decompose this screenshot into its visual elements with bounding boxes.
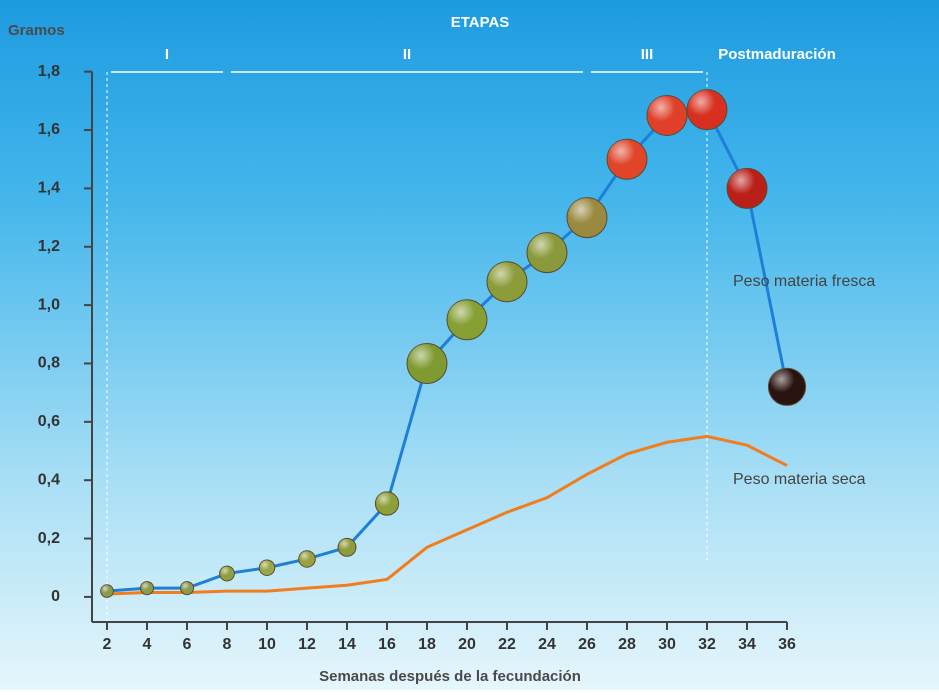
x-tick-label: 28 <box>618 636 636 653</box>
stage-label: II <box>403 46 411 63</box>
y-tick-label: 0,8 <box>38 355 60 372</box>
y-tick-label: 0,4 <box>38 471 60 488</box>
fruit-shine <box>447 300 487 340</box>
x-tick-label: 4 <box>143 636 152 653</box>
x-tick-label: 20 <box>458 636 476 653</box>
x-tick-label: 36 <box>778 636 796 653</box>
y-tick-label: 1,2 <box>38 238 60 255</box>
x-tick-label: 2 <box>103 636 112 653</box>
x-tick-label: 18 <box>418 636 436 653</box>
fruit-shine <box>607 139 647 179</box>
fruit-shine <box>338 538 356 556</box>
fruit-shine <box>407 343 447 383</box>
x-tick-label: 26 <box>578 636 596 653</box>
series-label: Peso materia seca <box>733 471 866 488</box>
fruit-shine <box>527 233 567 273</box>
y-tick-label: 0,2 <box>38 530 60 547</box>
chart: Gramos ETAPAS Semanas después de la fecu… <box>0 0 939 690</box>
stage-label: I <box>165 46 169 63</box>
x-tick-label: 34 <box>738 636 756 653</box>
page: Gramos ETAPAS Semanas después de la fecu… <box>0 0 939 690</box>
fruit-shine <box>567 198 607 238</box>
x-tick-label: 14 <box>338 636 356 653</box>
fruit-shine <box>220 566 235 581</box>
y-tick-label: 0 <box>51 588 60 605</box>
stage-label: III <box>641 46 654 63</box>
stage-label: Postmaduración <box>718 46 836 63</box>
x-tick-label: 32 <box>698 636 716 653</box>
x-tick-label: 30 <box>658 636 676 653</box>
x-tick-label: 16 <box>378 636 396 653</box>
y-tick-label: 1,6 <box>38 121 60 138</box>
y-tick-label: 1,0 <box>38 296 60 313</box>
y-tick-label: 0,6 <box>38 413 60 430</box>
fruit-shine <box>768 368 805 405</box>
y-tick-label: 1,8 <box>38 63 60 80</box>
x-axis-label: Semanas después de la fecundación <box>319 668 581 685</box>
x-tick-label: 12 <box>298 636 316 653</box>
chart-title: ETAPAS <box>451 14 510 31</box>
fruit-shine <box>140 582 153 595</box>
fruit-shine <box>299 551 316 568</box>
y-axis-label: Gramos <box>8 22 65 39</box>
fruit-shine <box>375 492 398 515</box>
y-tick-label: 1,4 <box>38 180 60 197</box>
fruit-shine <box>180 582 193 595</box>
fruit-shine <box>101 585 114 598</box>
series-label: Peso materia fresca <box>733 273 875 290</box>
x-tick-label: 8 <box>223 636 232 653</box>
x-tick-label: 6 <box>183 636 192 653</box>
x-tick-label: 10 <box>258 636 276 653</box>
x-tick-label: 22 <box>498 636 516 653</box>
fruit-shine <box>487 262 527 302</box>
fruit-shine <box>647 95 687 135</box>
x-tick-label: 24 <box>538 636 556 653</box>
fruit-shine <box>259 560 275 576</box>
fruit-shine <box>687 90 727 130</box>
fruit-shine <box>727 168 767 208</box>
